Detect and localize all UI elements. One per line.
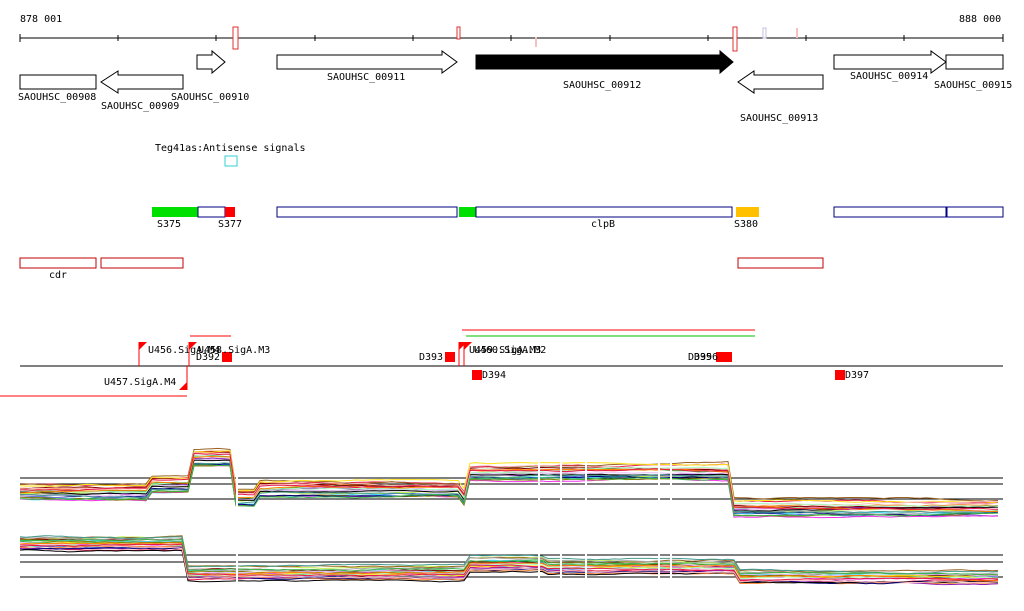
gene-arrow-00914 [833,50,947,74]
signal-label-d394: D394 [482,370,507,381]
feature-box [276,206,458,218]
signal-label-d393: D393 [419,352,444,363]
gene-arrow-00912 [475,49,734,75]
feature-s380 [736,207,759,217]
expression-trace [19,450,999,504]
trace-gap [658,532,660,592]
signal-marker-u456 [139,342,147,350]
feature-s375 [152,207,198,217]
gene-label-00909[interactable]: SAOUHSC_00909 [101,101,180,112]
feature-s375-box [197,206,226,218]
gene-label-00911[interactable]: SAOUHSC_00911 [327,72,406,83]
feature-label-cdr: cdr [49,270,68,281]
signal-marker-u460 [464,342,472,350]
signal-label-u458: U458.SigA.M3 [198,345,271,356]
ruler-marker [232,26,239,50]
signal-label-d397: D397 [845,370,870,381]
gene-label-00912[interactable]: SAOUHSC_00912 [563,80,642,91]
cdr-box [737,257,824,269]
expression-trace [19,538,999,576]
trace-gap [585,444,587,520]
ruler-marker [762,27,767,39]
gene-label-00910[interactable]: SAOUHSC_00910 [171,92,250,103]
feature-track [152,206,1004,218]
trace-gap [236,444,238,520]
coordinate-ruler [19,26,1004,52]
gene-arrow-00913 [737,70,824,94]
gene-arrow-00915 [945,54,1004,70]
trace-gap [658,444,660,520]
trace-gap [585,532,587,592]
signal-label-u460: U460.SigA.M2 [474,345,547,356]
antisense-label: Teg41as:Antisense signals [155,143,306,154]
feature-label-s375: S375 [157,219,182,230]
signal-marker-d396 [722,352,732,362]
antisense-marker [224,155,238,167]
gene-arrow-00911 [276,50,458,74]
gene-label-00914[interactable]: SAOUHSC_00914 [850,71,929,82]
ruler-marker [796,28,798,38]
gene-label-00908[interactable]: SAOUHSC_00908 [18,92,97,103]
gene-label-00913[interactable]: SAOUHSC_00913 [740,113,819,124]
trace-gap [538,532,540,592]
ruler-marker [456,26,461,40]
signal-label-u457: U457.SigA.M4 [104,377,177,388]
expression-trace [19,452,998,510]
feature-label-s377: S377 [218,219,243,230]
trace-gap [560,444,562,520]
signal-marker-u457 [179,382,187,390]
trace-gap [560,532,562,592]
signal-track [0,329,1003,397]
expression-trace [19,544,999,583]
coord-end-label: 888 000 [959,14,1002,25]
signal-label-u459: U459.SigA.M3 [469,345,542,356]
feature-box [833,206,947,218]
signal-marker-d392 [222,352,232,362]
signal-marker-d397 [835,370,845,380]
expression-trace [20,464,999,517]
ruler-marker [732,26,738,52]
trace-gap [538,444,540,520]
signal-marker-d393 [445,352,455,362]
feature-s377 [225,207,235,217]
expression-trace [19,543,999,581]
trace-gap [670,532,672,592]
feature-box [946,206,1004,218]
feature-label-s380: S380 [734,219,759,230]
signal-marker-d395 [716,352,726,362]
expression-panel-top [19,444,1003,520]
expression-trace [19,462,999,514]
signal-label-d396: D396 [694,352,719,363]
gene-track [19,49,1004,94]
feature-label-clpb: clpB [591,219,616,230]
signal-label-u456: U456.SigA.M4 [148,345,221,356]
feature-green-small [459,207,476,217]
signal-marker-d394 [472,370,482,380]
signal-label-d395: D395 [688,352,713,363]
coord-start-label: 878 001 [20,14,63,25]
gene-arrow-00909 [100,70,184,94]
signal-marker-u458 [189,342,197,350]
gene-arrow-00908 [19,74,97,90]
signal-label-d392: D392 [196,352,221,363]
cdr-track [19,257,824,269]
feature-clpb [475,206,733,218]
expression-trace [19,447,999,502]
expression-trace [19,535,999,575]
expression-panel-bottom [19,532,1003,592]
trace-gap [670,444,672,520]
cdr-box [100,257,184,269]
trace-gap [236,532,238,592]
gene-arrow-00910 [196,49,226,75]
expression-trace [19,455,998,512]
gene-label-00915[interactable]: SAOUHSC_00915 [934,80,1013,91]
cdr-box [19,257,97,269]
ruler-marker [535,37,537,47]
